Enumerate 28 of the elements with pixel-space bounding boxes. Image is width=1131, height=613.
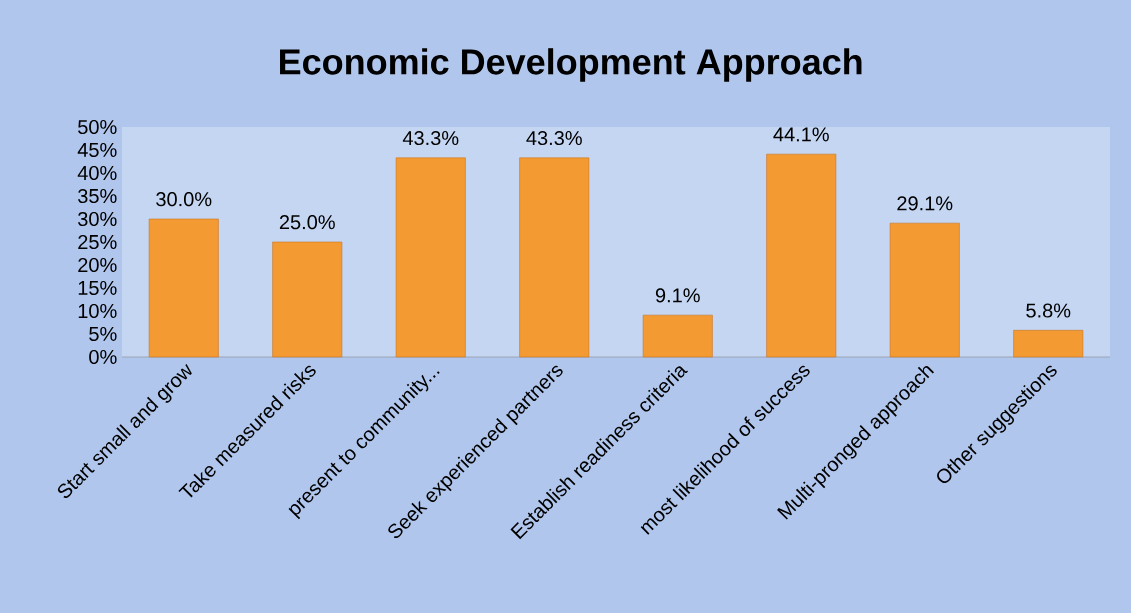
y-tick-label: 40% (77, 165, 117, 181)
data-label: 29.1% (897, 196, 953, 211)
y-tick-label: 10% (78, 303, 117, 319)
bar (889, 222, 960, 358)
bar (766, 153, 837, 358)
data-label: 30.0% (156, 192, 212, 207)
y-tick-label: 25% (78, 234, 117, 250)
data-label: 44.1% (773, 127, 829, 142)
y-tick-label: 0% (89, 349, 117, 365)
data-label: 5.8% (1026, 303, 1071, 318)
y-tick-label: 5% (89, 326, 117, 342)
data-label: 43.3% (526, 130, 582, 146)
data-label: 9.1% (655, 288, 700, 303)
data-label: 25.0% (279, 215, 335, 230)
bar (519, 157, 590, 358)
bar (395, 157, 466, 358)
data-label: 43.3% (402, 130, 459, 146)
chart-title: Economic Development Approach (280, 48, 862, 82)
y-tick-label: 50% (78, 119, 117, 135)
bar (642, 314, 713, 358)
bar (1013, 330, 1084, 358)
bar (148, 218, 219, 358)
y-tick-label: 35% (78, 188, 117, 204)
y-tick-label: 30% (78, 211, 117, 227)
y-tick-label: 20% (78, 257, 117, 273)
y-tick-label: 45% (77, 142, 117, 158)
bar (272, 241, 343, 358)
y-tick-label: 15% (78, 280, 117, 296)
